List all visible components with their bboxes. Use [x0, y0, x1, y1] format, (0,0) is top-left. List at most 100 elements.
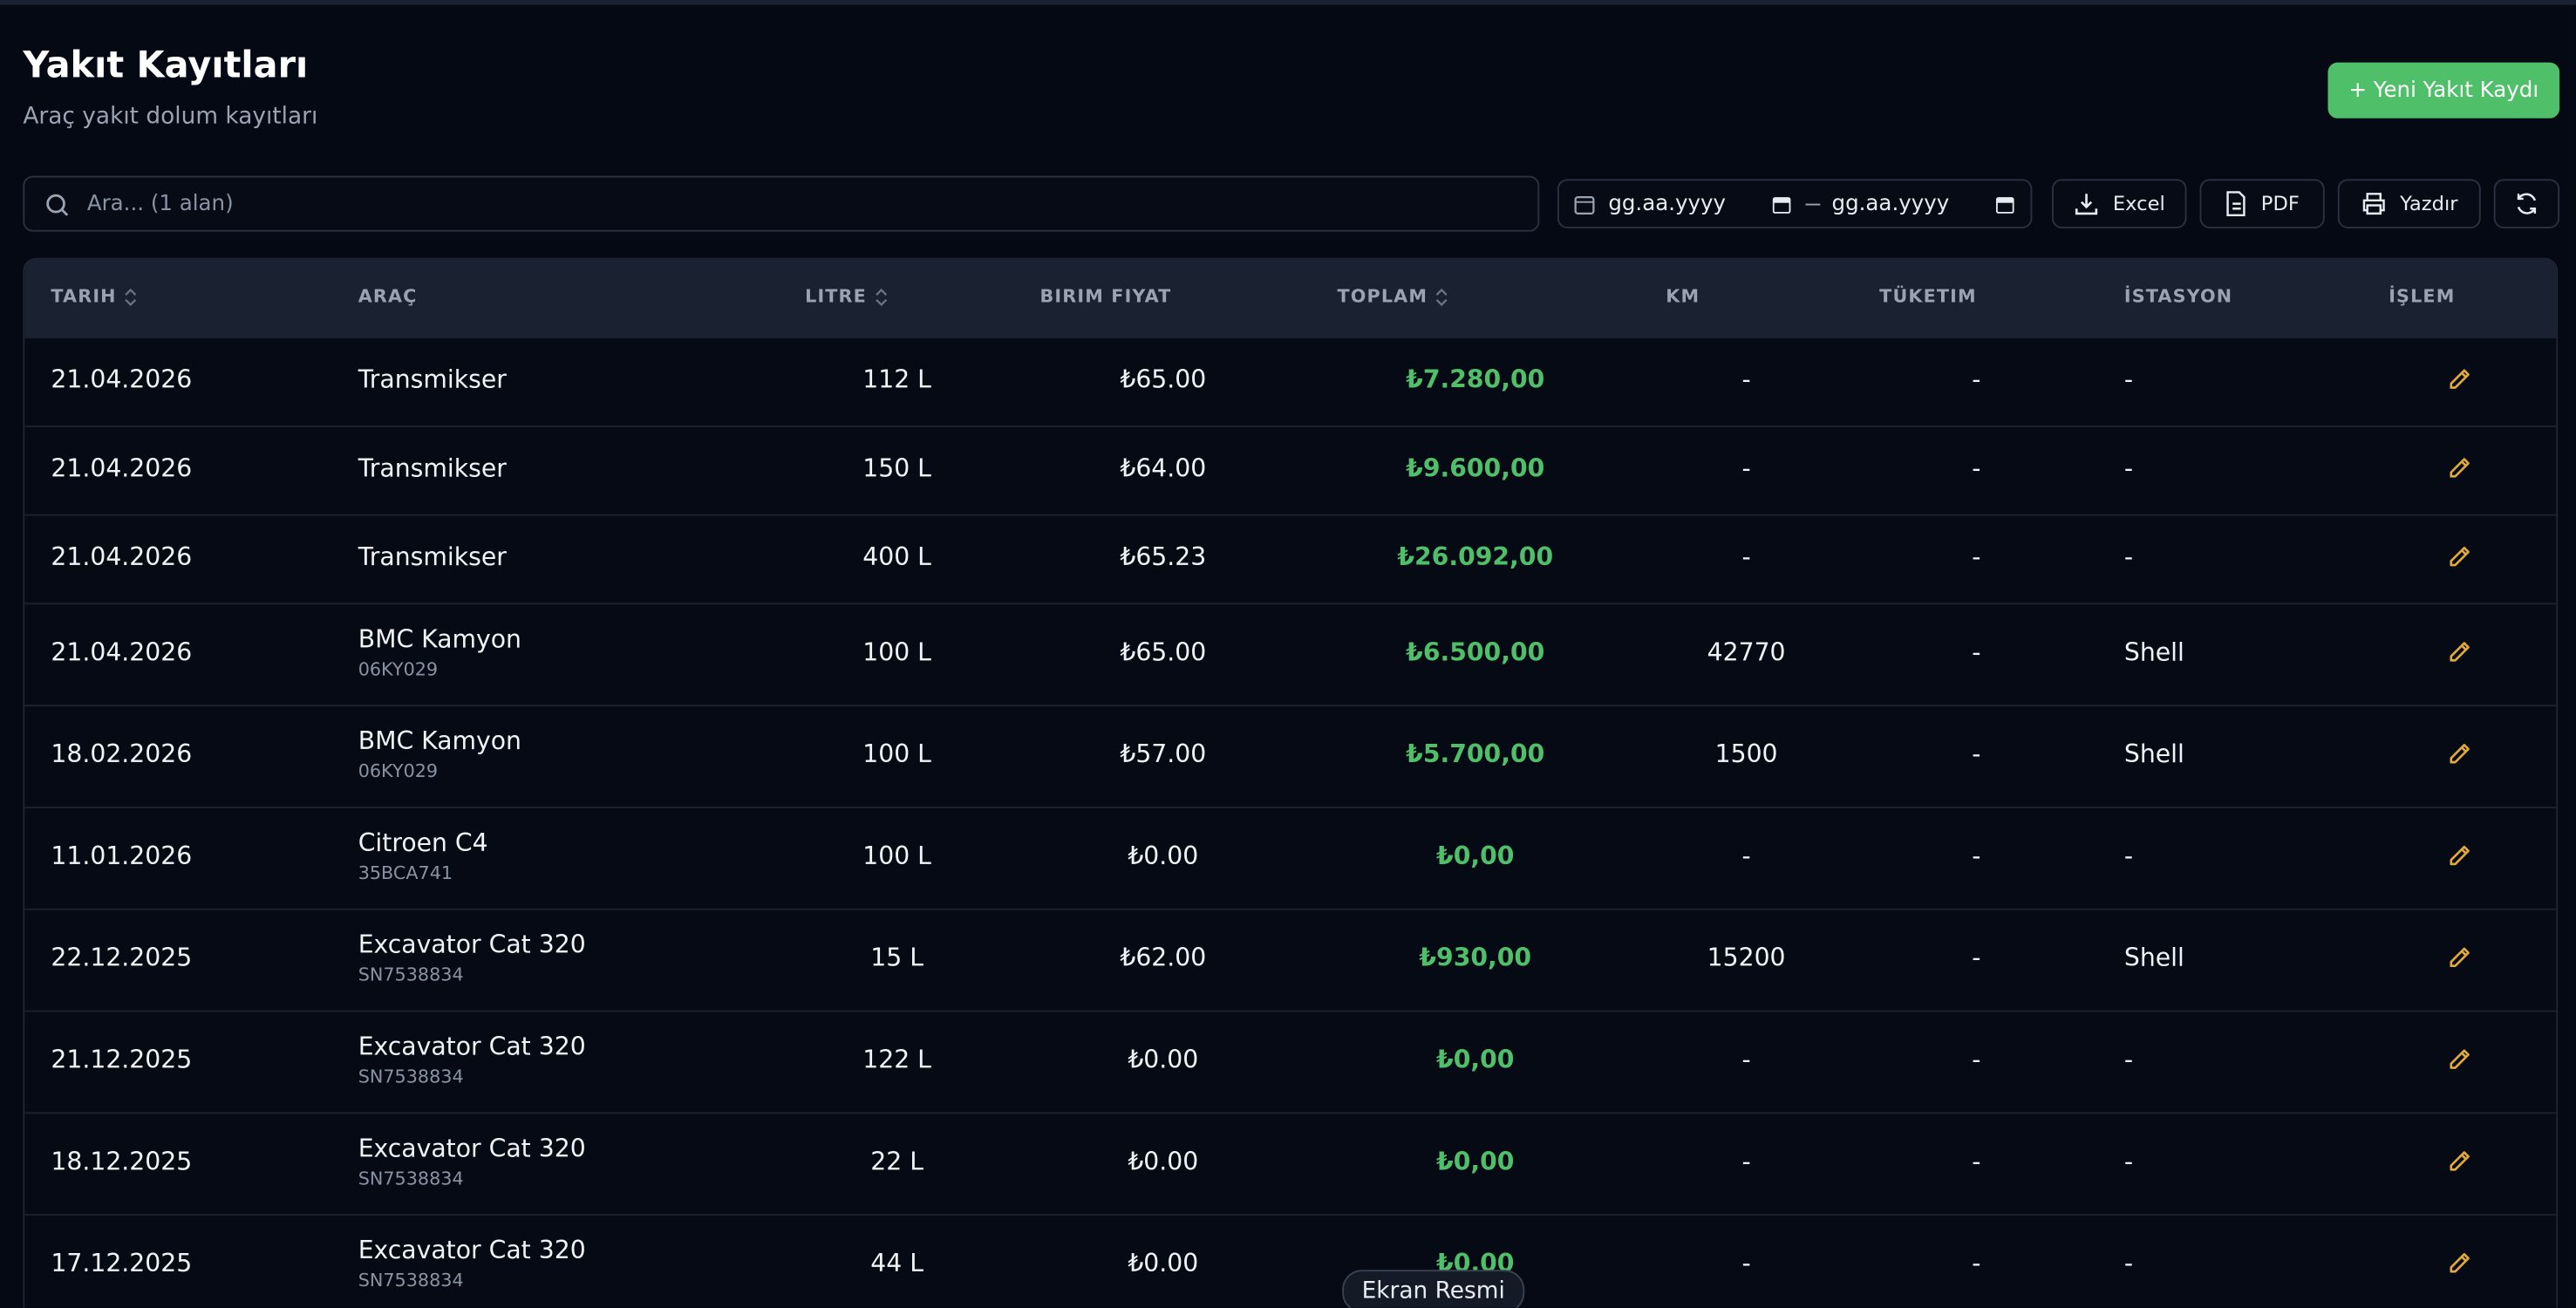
excel-label: Excel [2112, 192, 2165, 215]
pdf-label: PDF [2260, 192, 2300, 215]
cell-km: - [1741, 1146, 1751, 1176]
column-label: TARIH [51, 285, 117, 308]
cell-vehicle: Excavator Cat 320 [358, 1133, 586, 1163]
edit-button[interactable] [2446, 1148, 2476, 1178]
cell-vehicle: Transmikser [358, 453, 507, 483]
calendar-icon [1574, 195, 1595, 215]
column-label: TOPLAM [1337, 285, 1428, 308]
cell-price: ₺0.00 [1128, 1248, 1199, 1278]
cell-date: 11.01.2026 [51, 841, 193, 871]
cell-station: - [2123, 364, 2134, 395]
edit-button[interactable] [2446, 639, 2476, 669]
download-icon [2075, 194, 2098, 215]
column-label: TÜKETIM [1879, 285, 1977, 308]
cell-litre: 15 L [870, 943, 923, 973]
new-record-button[interactable]: + Yeni Yakıt Kaydı [2327, 62, 2560, 119]
cell-date: 18.02.2026 [51, 739, 193, 769]
cell-km: - [1741, 841, 1751, 871]
pencil-icon [2450, 1253, 2470, 1273]
column-header[interactable]: TARIH [51, 286, 138, 307]
column-label: BIRIM FIYAT [1039, 285, 1172, 308]
pencil-icon [2450, 845, 2470, 866]
pencil-icon [2450, 744, 2470, 764]
cell-station: - [2123, 1248, 2134, 1278]
pdf-button[interactable]: PDF [2199, 179, 2325, 228]
pencil-icon [2450, 546, 2470, 567]
edit-button[interactable] [2446, 1250, 2476, 1280]
search-icon [46, 194, 69, 216]
search-box[interactable]: Ara... (1 alan) [23, 175, 1540, 232]
pencil-icon [2450, 947, 2470, 968]
cell-total: ₺9.600,00 [1406, 453, 1545, 483]
cell-total: ₺7.280,00 [1406, 364, 1545, 395]
cell-price: ₺65.00 [1120, 364, 1207, 395]
cell-km: - [1741, 1248, 1751, 1278]
table-row [24, 603, 2557, 705]
print-icon [2362, 193, 2385, 215]
cell-station: - [2123, 453, 2134, 483]
cell-consumption: - [1972, 637, 1981, 667]
cell-litre: 100 L [862, 637, 931, 667]
date-range[interactable]: gg.aa.yyyy gg.aa.yyyy [1557, 179, 2033, 228]
refresh-icon [2517, 193, 2537, 215]
vehicle-plate: SN7538834 [358, 1168, 464, 1189]
column-header[interactable]: TOPLAM [1337, 286, 1448, 307]
vehicle-plate: 06KY029 [358, 658, 439, 680]
column-header: İSTASYON [2124, 286, 2232, 307]
cell-litre: 400 L [862, 542, 931, 572]
column-header: KM [1666, 286, 1700, 307]
cell-km: - [1741, 364, 1751, 395]
table-row [24, 1214, 2557, 1307]
column-header: ARAÇ [358, 286, 418, 307]
date-to: gg.aa.yyyy [1831, 192, 1950, 217]
edit-button[interactable] [2446, 944, 2476, 974]
pencil-icon [2450, 458, 2470, 478]
cell-date: 21.04.2026 [51, 637, 193, 667]
table-header [24, 259, 2557, 337]
column-header[interactable]: LITRE [805, 286, 888, 307]
cell-vehicle: Excavator Cat 320 [358, 1235, 586, 1265]
cell-consumption: - [1972, 841, 1981, 871]
edit-button[interactable] [2446, 366, 2476, 396]
cell-price: ₺57.00 [1120, 739, 1207, 769]
cell-vehicle: Excavator Cat 320 [358, 1032, 586, 1061]
cell-litre: 100 L [862, 739, 931, 769]
cell-consumption: - [1972, 1146, 1981, 1176]
page-title: Yakıt Kayıtları [23, 45, 309, 87]
excel-button[interactable]: Excel [2051, 179, 2187, 228]
vehicle-plate: SN7538834 [358, 964, 464, 986]
cell-vehicle: Transmikser [358, 364, 507, 395]
column-label: İŞLEM [2389, 285, 2456, 308]
edit-button[interactable] [2446, 741, 2476, 771]
pencil-icon [2450, 642, 2470, 662]
date-picker-icon [1995, 197, 2014, 214]
edit-button[interactable] [2446, 544, 2476, 574]
print-button[interactable]: Yazdır [2337, 179, 2481, 228]
cell-vehicle: BMC Kamyon [358, 726, 521, 756]
pencil-icon [2450, 1049, 2470, 1069]
cell-total: ₺0,00 [1436, 1045, 1515, 1075]
cell-price: ₺65.23 [1120, 542, 1207, 572]
vehicle-plate: 06KY029 [358, 760, 439, 782]
cell-vehicle: Transmikser [358, 542, 507, 572]
cell-vehicle: Excavator Cat 320 [358, 930, 586, 960]
pencil-icon [2450, 1151, 2470, 1171]
edit-button[interactable] [2446, 455, 2476, 485]
edit-button[interactable] [2446, 1046, 2476, 1076]
cell-consumption: - [1972, 739, 1981, 769]
table-row [24, 1112, 2557, 1214]
cell-station: - [2123, 1045, 2134, 1075]
date-from: gg.aa.yyyy [1608, 192, 1727, 217]
cell-station: - [2123, 841, 2134, 871]
table-row [24, 806, 2557, 909]
pencil-icon [2450, 369, 2470, 389]
cell-total: ₺6.500,00 [1406, 637, 1545, 667]
cell-total: ₺5.700,00 [1406, 739, 1545, 769]
cell-litre: 44 L [870, 1248, 923, 1278]
edit-button[interactable] [2446, 842, 2476, 872]
cell-price: ₺64.00 [1120, 453, 1207, 483]
column-label: KM [1666, 285, 1700, 308]
refresh-button[interactable] [2493, 179, 2560, 228]
cell-km: - [1741, 1045, 1751, 1075]
